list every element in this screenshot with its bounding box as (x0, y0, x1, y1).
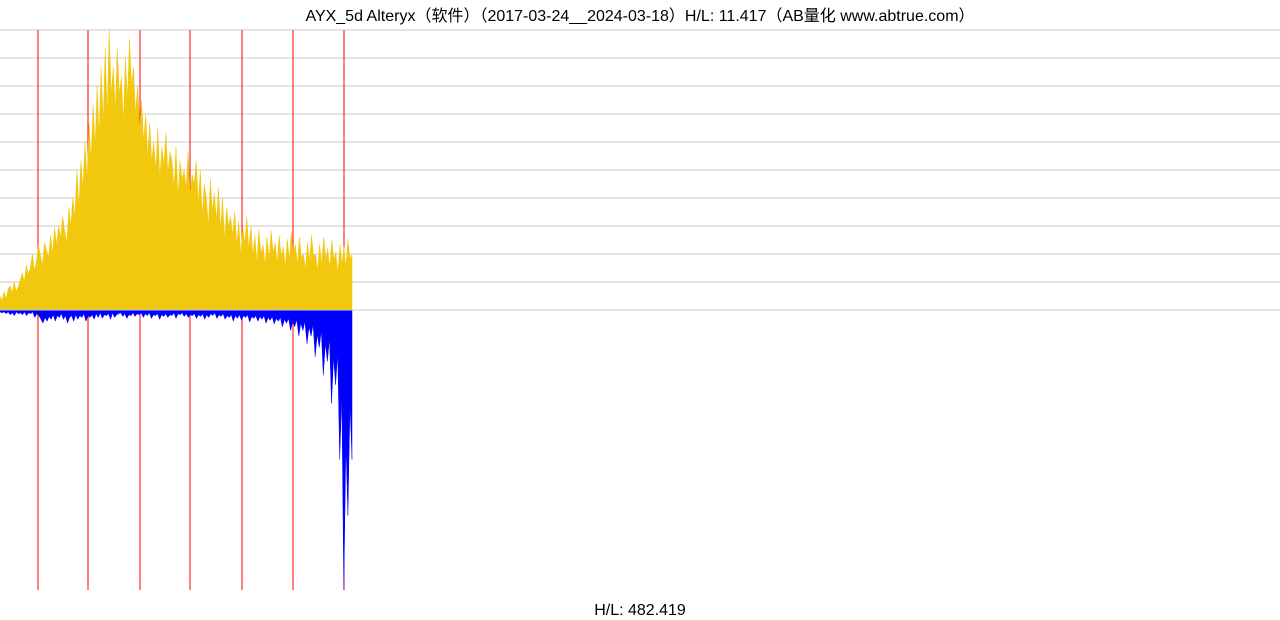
chart-bottom-label: H/L: 482.419 (0, 602, 1280, 620)
chart-canvas (0, 0, 1280, 620)
stock-chart: AYX_5d Alteryx（软件）（2017-03-24__2024-03-1… (0, 0, 1280, 620)
